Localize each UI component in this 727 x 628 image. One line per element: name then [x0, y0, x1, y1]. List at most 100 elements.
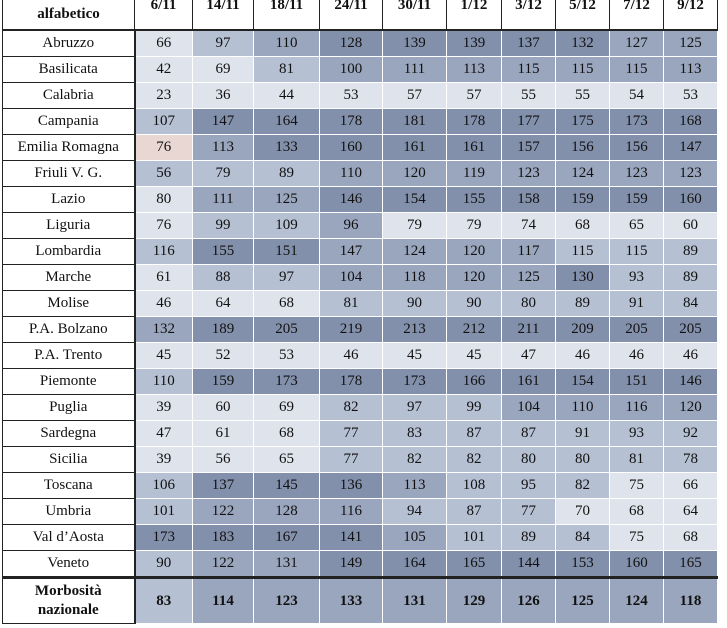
value-cell: 123: [501, 160, 556, 187]
table-row: Sardegna 47 61 68 77 83 87 87 91 93 92: [2, 420, 718, 447]
value-cell: 164: [382, 550, 447, 578]
value-cell: 44: [253, 82, 320, 109]
value-cell: 39: [134, 394, 193, 421]
table-row: Sicilia 39 56 65 77 82 82 80 80 81 78: [2, 446, 718, 473]
value-cell: 80: [134, 186, 193, 213]
value-cell: 156: [555, 134, 610, 161]
value-cell: 109: [253, 212, 320, 239]
value-cell: 45: [134, 342, 193, 369]
region-name: Veneto: [2, 550, 136, 578]
value-cell: 60: [192, 394, 254, 421]
national-total-cell: 131: [382, 576, 447, 624]
value-cell: 79: [446, 212, 502, 239]
value-cell: 68: [253, 420, 320, 447]
value-cell: 167: [253, 524, 320, 551]
value-cell: 189: [192, 316, 254, 343]
value-cell: 66: [663, 472, 718, 499]
region-name: Liguria: [2, 212, 136, 239]
value-cell: 115: [555, 238, 610, 265]
value-cell: 178: [319, 368, 383, 395]
value-cell: 175: [555, 108, 610, 135]
value-cell: 53: [663, 82, 718, 109]
national-total-cell: 83: [134, 576, 193, 624]
value-cell: 57: [382, 82, 447, 109]
value-cell: 209: [555, 316, 610, 343]
table-row: Toscana 106 137 145 136 113 108 95 82 75 66: [2, 472, 718, 499]
value-cell: 149: [319, 550, 383, 578]
value-cell: 64: [663, 498, 718, 525]
value-cell: 101: [446, 524, 502, 551]
value-cell: 173: [134, 524, 193, 551]
table-row: Abruzzo 66 97 110 128 139 139 137 132 127 125: [2, 29, 718, 57]
value-cell: 101: [134, 498, 193, 525]
value-cell: 130: [555, 264, 610, 291]
value-cell: 53: [253, 342, 320, 369]
value-cell: 113: [192, 134, 254, 161]
value-cell: 104: [501, 394, 556, 421]
date-header: 18/11: [253, 0, 320, 31]
value-cell: 23: [134, 82, 193, 109]
region-name: Sardegna: [2, 420, 136, 447]
value-cell: 173: [382, 368, 447, 395]
national-total-cell: 126: [501, 576, 556, 624]
region-name: Campania: [2, 108, 136, 135]
value-cell: 90: [382, 290, 447, 317]
value-cell: 139: [446, 29, 502, 57]
value-cell: 122: [192, 498, 254, 525]
value-cell: 159: [555, 186, 610, 213]
region-name: Val d’Aosta: [2, 524, 136, 551]
value-cell: 56: [192, 446, 254, 473]
table-row: P.A. Bolzano 132 189 205 219 213 212 211 209 205 2…: [2, 316, 718, 343]
value-cell: 120: [446, 238, 502, 265]
national-total-cell: 114: [192, 576, 254, 624]
region-name: Piemonte: [2, 368, 136, 395]
region-name: Lombardia: [2, 238, 136, 265]
value-cell: 128: [253, 498, 320, 525]
value-cell: 139: [382, 29, 447, 57]
value-cell: 132: [555, 29, 610, 57]
value-cell: 154: [555, 368, 610, 395]
date-header: 30/11: [382, 0, 447, 31]
value-cell: 146: [663, 368, 718, 395]
value-cell: 97: [253, 264, 320, 291]
value-cell: 155: [192, 238, 254, 265]
value-cell: 155: [446, 186, 502, 213]
value-cell: 124: [555, 160, 610, 187]
value-cell: 123: [663, 160, 718, 187]
value-cell: 141: [319, 524, 383, 551]
value-cell: 80: [501, 446, 556, 473]
table-row: Val d’Aosta 173 183 167 141 105 101 89 84 75 68: [2, 524, 718, 551]
value-cell: 39: [134, 446, 193, 473]
value-cell: 83: [382, 420, 447, 447]
region-name: Toscana: [2, 472, 136, 499]
table-row: Basilicata 42 69 81 100 111 113 115 115 115 113: [2, 56, 718, 83]
value-cell: 54: [609, 82, 664, 109]
value-cell: 125: [663, 29, 718, 57]
date-header: 24/11: [319, 0, 383, 31]
value-cell: 75: [609, 472, 664, 499]
table-body: Abruzzo 66 97 110 128 139 139 137 132 127 125 Basil…: [2, 29, 718, 624]
national-total-label-line2: nazionale: [37, 602, 99, 618]
value-cell: 81: [253, 56, 320, 83]
value-cell: 95: [501, 472, 556, 499]
value-cell: 104: [319, 264, 383, 291]
date-header: 5/12: [555, 0, 610, 31]
value-cell: 82: [446, 446, 502, 473]
value-cell: 90: [446, 290, 502, 317]
value-cell: 108: [446, 472, 502, 499]
value-cell: 147: [319, 238, 383, 265]
value-cell: 96: [319, 212, 383, 239]
table-row: P.A. Trento 45 52 53 46 45 45 47 46 46 46: [2, 342, 718, 369]
value-cell: 110: [319, 160, 383, 187]
value-cell: 161: [382, 134, 447, 161]
value-cell: 79: [382, 212, 447, 239]
value-cell: 77: [319, 420, 383, 447]
table-row: Molise 46 64 68 81 90 90 80 89 91 84: [2, 290, 718, 317]
value-cell: 160: [663, 186, 718, 213]
value-cell: 47: [501, 342, 556, 369]
region-name: Emilia Romagna: [2, 134, 136, 161]
national-total-row: Morbosità nazionale 83 114 123 133 131 129 126 12…: [2, 576, 718, 624]
value-cell: 99: [192, 212, 254, 239]
value-cell: 116: [134, 238, 193, 265]
value-cell: 116: [609, 394, 664, 421]
